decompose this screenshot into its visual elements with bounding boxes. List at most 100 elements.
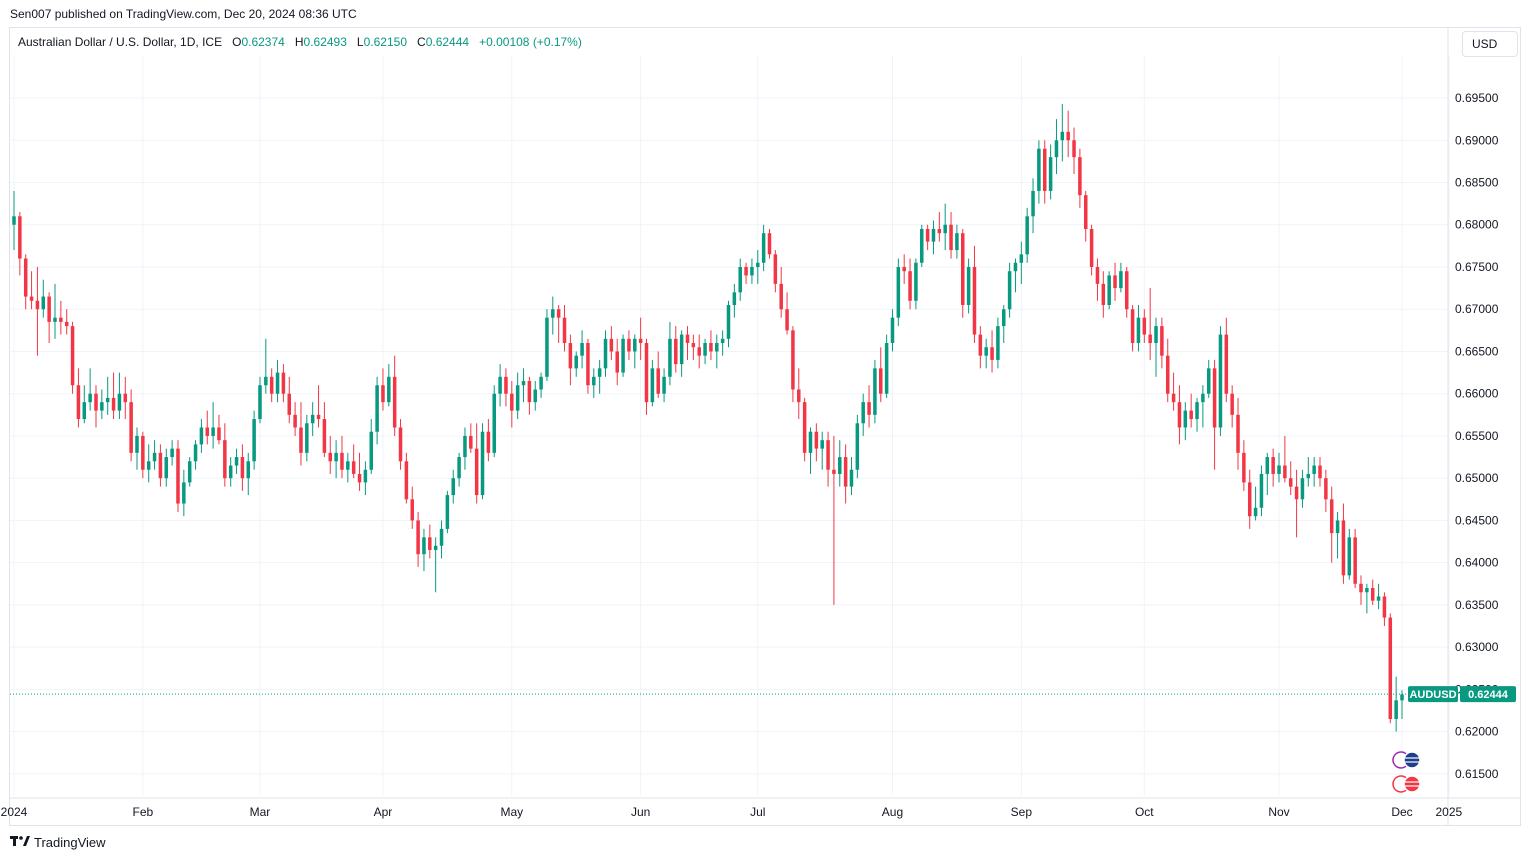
candle-body — [275, 372, 280, 394]
candle-body — [1078, 157, 1082, 196]
y-tick-label: 0.61500 — [1455, 767, 1499, 781]
candle-body — [146, 461, 151, 470]
candle-body — [808, 431, 813, 453]
candle-body — [756, 262, 760, 267]
candle-body — [1201, 393, 1205, 403]
candle-body — [1242, 452, 1246, 483]
candle-body — [305, 423, 309, 453]
candle-body — [357, 473, 362, 483]
candle-body — [908, 271, 912, 301]
x-tick-label: Feb — [133, 805, 154, 819]
candle-body — [41, 296, 46, 310]
candle-body — [644, 343, 649, 403]
candle-body — [1318, 465, 1322, 479]
x-tick-label: Jun — [631, 805, 650, 819]
published-by-label: Sen007 published on TradingView.com, Dec… — [10, 7, 357, 21]
candle-body — [767, 233, 772, 255]
au-economic-event-icon — [1392, 751, 1421, 769]
candle-body — [82, 402, 87, 420]
candle-body — [750, 266, 754, 276]
candle-body — [1253, 507, 1258, 517]
candle-body — [12, 216, 16, 225]
candle-body — [744, 266, 748, 276]
candle-body — [100, 402, 104, 411]
candle-body — [996, 326, 1000, 360]
candle-body — [404, 461, 409, 500]
x-tick-label: 2025 — [1436, 805, 1463, 819]
x-tick-label: Aug — [882, 805, 903, 819]
candle-body — [392, 376, 397, 428]
candle-body — [879, 368, 883, 394]
candle-body — [1054, 140, 1059, 158]
candle-body — [521, 381, 526, 386]
candle-body — [697, 347, 701, 356]
candle-body — [187, 461, 192, 483]
candle-body — [264, 376, 268, 386]
candle-body — [972, 266, 977, 335]
y-tick-label: 0.66000 — [1455, 387, 1499, 401]
candle-body — [498, 376, 502, 394]
candle-body — [433, 545, 438, 550]
flag-disc — [1403, 775, 1421, 793]
candle-body — [492, 393, 496, 453]
candle-body — [937, 228, 942, 234]
candle-body — [193, 444, 198, 462]
candle-body — [849, 469, 854, 487]
candle-body — [141, 435, 145, 470]
candle-body — [1031, 190, 1035, 217]
legend-high-value: 0.62493 — [303, 35, 347, 49]
candle-body — [533, 389, 537, 403]
candle-body — [791, 330, 795, 390]
candle-body — [1124, 271, 1129, 310]
candle-body — [1107, 275, 1111, 305]
candle-body — [135, 435, 139, 453]
candle-body — [123, 393, 128, 403]
candle-body — [615, 351, 619, 373]
candle-body — [1230, 393, 1234, 415]
candle-body — [966, 266, 971, 305]
candle-body — [668, 338, 672, 377]
us-economic-event-icon — [1392, 775, 1421, 793]
candle-body — [797, 389, 801, 403]
candle-body — [709, 343, 713, 352]
candle-body — [984, 347, 988, 356]
candle-body — [726, 305, 731, 339]
candle-body — [738, 266, 742, 293]
candle-body — [1400, 694, 1404, 701]
candle-body — [1019, 254, 1024, 263]
candle-body — [691, 343, 696, 348]
candle-body — [1048, 157, 1053, 191]
y-tick-label: 0.69500 — [1455, 91, 1499, 105]
x-tick-label: Dec — [1391, 805, 1412, 819]
candle-body — [70, 326, 75, 386]
candle-body — [1259, 473, 1264, 508]
candle-body — [574, 355, 578, 369]
candle-body — [1072, 140, 1076, 158]
candle-body — [1365, 588, 1369, 593]
legend-high-label: H — [294, 35, 304, 49]
candle-body — [785, 309, 789, 331]
candle-body — [779, 283, 783, 310]
candle-body — [867, 402, 871, 415]
footer-brand-text: TradingView — [34, 835, 106, 850]
candle-body — [53, 317, 57, 322]
candle-body — [381, 385, 385, 403]
currency-button[interactable]: USD — [1462, 31, 1518, 57]
candle-body — [316, 414, 321, 420]
candle-body — [914, 262, 918, 301]
candle-body — [281, 372, 286, 394]
candle-series — [12, 103, 1404, 732]
candle-body — [674, 338, 678, 365]
candle-body — [597, 368, 602, 377]
candle-body — [1195, 402, 1199, 420]
y-tick-label: 0.63000 — [1455, 640, 1499, 654]
candle-body — [428, 537, 432, 550]
legend-low-label: L — [356, 35, 364, 49]
candle-body — [1265, 457, 1270, 474]
y-tick-label: 0.67000 — [1455, 302, 1499, 316]
candle-body — [949, 224, 953, 251]
y-tick-label: 0.67500 — [1455, 260, 1499, 274]
candle-body — [1388, 617, 1393, 719]
x-tick-label: Sep — [1011, 805, 1033, 819]
